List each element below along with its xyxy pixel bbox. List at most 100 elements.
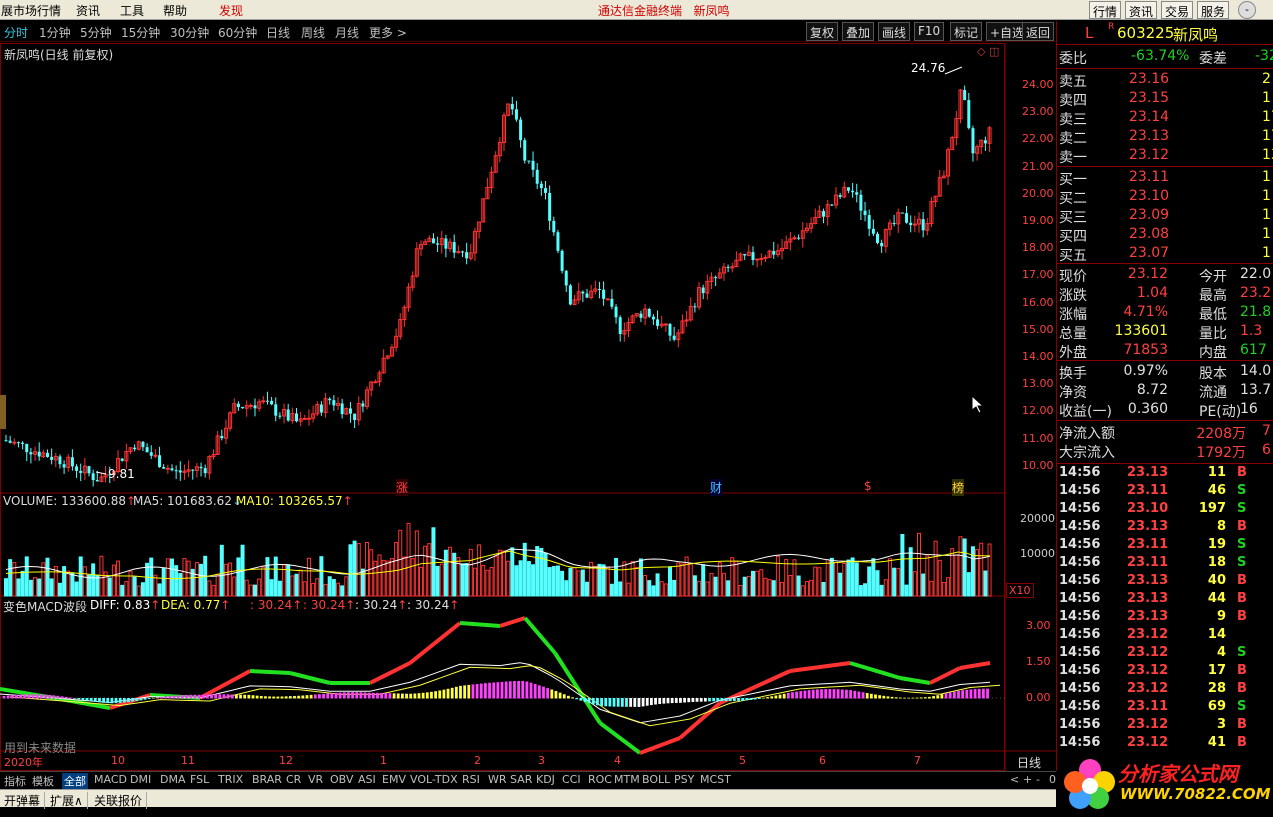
period-1min[interactable]: 1分钟: [39, 26, 71, 40]
period-60min[interactable]: 60分钟: [218, 26, 258, 40]
tab-sar[interactable]: SAR: [510, 773, 533, 786]
volume-bar: [846, 559, 851, 597]
period-15min[interactable]: 15分钟: [121, 26, 161, 40]
volume-bar: [937, 559, 942, 597]
top-quote-button[interactable]: 行情: [1089, 1, 1122, 19]
mouse-cursor-icon: [971, 394, 985, 414]
tab-macd[interactable]: MACD: [94, 773, 127, 786]
tab-模板[interactable]: 模板: [32, 775, 54, 788]
top-service-button[interactable]: 服务: [1197, 1, 1230, 19]
volume-bar: [477, 544, 482, 597]
related-quote-button[interactable]: 关联报价: [94, 792, 148, 809]
tab-nav-button[interactable]: +: [1023, 773, 1033, 786]
menu-discover[interactable]: 发现: [219, 4, 244, 18]
marker-zhang[interactable]: 涨: [396, 479, 409, 496]
tab-dma[interactable]: DMA: [160, 773, 186, 786]
volume-bar: [987, 543, 992, 597]
macd-histogram-bar: [845, 689, 848, 699]
tab-brar[interactable]: BRAR: [252, 773, 282, 786]
minimize-icon[interactable]: -: [1238, 1, 1256, 19]
volume-bar: [684, 556, 689, 597]
kline-chart-area[interactable]: 新凤鸣(日线 前复权) ◇ ◫ 24.76 9.81 24.00 23.00 22.…: [0, 43, 1056, 771]
period-tick[interactable]: 分时: [4, 26, 29, 40]
tab-rsi[interactable]: RSI: [462, 773, 480, 786]
tab-obv[interactable]: OBV: [330, 773, 354, 786]
tab-boll[interactable]: BOLL: [642, 773, 671, 786]
stat-label: 流通: [1199, 385, 1227, 401]
top-news-button[interactable]: 资讯: [1125, 1, 1158, 19]
window-icons[interactable]: ◇ ◫: [977, 45, 1000, 58]
macd-histogram-bar: [745, 698, 749, 701]
macd-histogram-bar: [69, 697, 72, 699]
draw-line-button[interactable]: 画线: [878, 22, 911, 41]
candle-body: [502, 114, 506, 144]
overlay-button[interactable]: 叠加: [842, 22, 875, 41]
candle-body: [336, 402, 340, 406]
volume-bar: [66, 570, 71, 597]
candle-body: [937, 177, 942, 197]
mark-button[interactable]: 标记: [950, 22, 983, 41]
tab-emv[interactable]: EMV: [382, 773, 406, 786]
marker-bang[interactable]: 榜: [952, 479, 965, 496]
tab-nav-button[interactable]: <: [1010, 773, 1020, 786]
tab-trix[interactable]: TRIX: [218, 773, 244, 786]
back-button[interactable]: 返回: [1022, 22, 1055, 41]
f10-button[interactable]: F10: [914, 22, 945, 41]
tab-psy[interactable]: PSY: [674, 773, 695, 786]
tab-vr[interactable]: VR: [308, 773, 324, 786]
period-5min[interactable]: 5分钟: [80, 26, 112, 40]
tab-wr[interactable]: WR: [488, 773, 507, 786]
period-day[interactable]: 日线: [266, 26, 291, 40]
tab-fsl[interactable]: FSL: [190, 773, 210, 786]
volume-bar: [273, 556, 278, 597]
tab-cr[interactable]: CR: [286, 773, 302, 786]
menu-tools[interactable]: 工具: [120, 4, 145, 18]
candle-body: [182, 470, 187, 473]
period-30min[interactable]: 30分钟: [170, 26, 210, 40]
macd-wave-segment: [899, 676, 931, 685]
tab-dmi[interactable]: DMI: [130, 773, 152, 786]
candle-body: [46, 452, 49, 457]
tab-nav-button[interactable]: -: [1036, 773, 1040, 786]
macd-histogram-bar: [554, 690, 558, 699]
tab-指标[interactable]: 指标: [4, 775, 26, 788]
macd-histogram-bar: [791, 692, 794, 699]
macd-histogram-bar: [52, 695, 56, 699]
tab-kdj[interactable]: KDJ: [536, 773, 555, 786]
menu-news[interactable]: 资讯: [76, 4, 101, 18]
tab-全部[interactable]: 全部: [62, 773, 88, 789]
tab-nav-button[interactable]: 0: [1049, 773, 1056, 786]
macd-histogram-bar: [73, 698, 76, 699]
expand-button[interactable]: 扩展∧: [50, 792, 88, 809]
tab-roc[interactable]: ROC: [588, 773, 612, 786]
chart-canvas[interactable]: [0, 43, 1056, 771]
period-month[interactable]: 月线: [335, 26, 360, 40]
macd-histogram-bar: [919, 697, 923, 699]
macd-histogram-bar: [60, 696, 64, 699]
stat-label: 量比: [1199, 326, 1227, 342]
candle-body: [136, 441, 141, 450]
tab-vol-tdx[interactable]: VOL-TDX: [410, 773, 458, 786]
marker-cai[interactable]: 财: [710, 479, 723, 496]
volume-bar: [850, 557, 855, 597]
volume-bar: [738, 585, 743, 597]
tick-time: 14:56: [1059, 519, 1101, 534]
macd-histogram-bar: [703, 698, 707, 702]
period-week[interactable]: 周线: [301, 26, 326, 40]
tab-asi[interactable]: ASI: [358, 773, 376, 786]
top-trade-button[interactable]: 交易: [1161, 1, 1194, 19]
danmaku-button[interactable]: 开弹幕: [4, 792, 46, 809]
tick-vol: 18: [1207, 555, 1226, 570]
candle-body: [87, 466, 91, 474]
marker-dollar[interactable]: $: [864, 479, 872, 493]
tab-mtm[interactable]: MTM: [614, 773, 640, 786]
tick-row: 14:56 23.13 11 B: [1057, 465, 1273, 484]
menu-help[interactable]: 帮助: [163, 4, 188, 18]
tab-mcst[interactable]: MCST: [700, 773, 731, 786]
adjust-button[interactable]: 复权: [806, 22, 839, 41]
menu-market[interactable]: 展市场行情: [1, 4, 62, 18]
macd-histogram-bar: [928, 696, 931, 699]
period-more[interactable]: 更多 >: [369, 26, 407, 40]
volume-bar: [804, 581, 809, 597]
tab-cci[interactable]: CCI: [562, 773, 581, 786]
